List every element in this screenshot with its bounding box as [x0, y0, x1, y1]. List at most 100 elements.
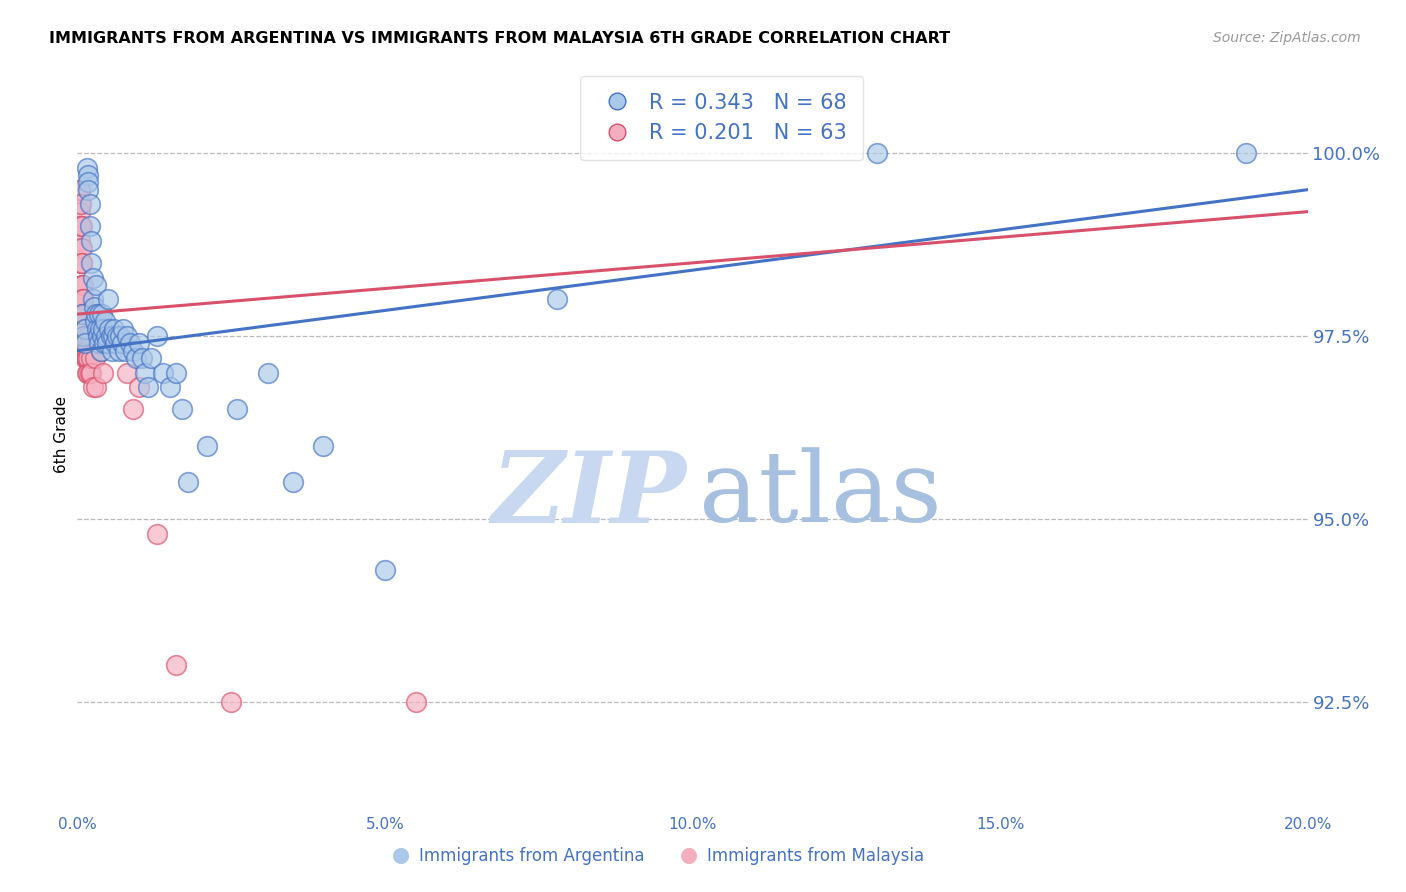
Point [84, 277, 107, 292]
Point [104, 336, 127, 351]
Point [79, 219, 101, 234]
Point [1234, 146, 1257, 161]
Point [866, 146, 889, 161]
Point [152, 366, 174, 380]
Point [98, 322, 121, 336]
Point [82, 270, 104, 285]
Point [96, 336, 118, 351]
Point [87, 336, 110, 351]
Point [83, 351, 105, 365]
Point [76, 168, 98, 182]
Point [70, 307, 93, 321]
Text: Immigrants from Malaysia: Immigrants from Malaysia [707, 847, 924, 865]
Point [70, 219, 93, 234]
Point [115, 329, 138, 343]
Point [128, 380, 150, 394]
Point [69, 256, 91, 270]
Point [110, 329, 132, 343]
Point [111, 336, 132, 351]
Point [100, 329, 122, 343]
Point [136, 380, 159, 394]
Point [281, 475, 304, 490]
Point [90, 343, 112, 358]
Point [84, 380, 107, 394]
Point [405, 695, 427, 709]
Point [91, 366, 114, 380]
Point [70, 293, 93, 307]
Point [75, 351, 97, 365]
Point [79, 329, 101, 343]
Text: Source: ZipAtlas.com: Source: ZipAtlas.com [1213, 31, 1361, 45]
Point [70, 277, 93, 292]
Y-axis label: 6th Grade: 6th Grade [53, 396, 69, 474]
Point [125, 351, 148, 365]
Point [72, 307, 94, 321]
Point [121, 402, 143, 417]
Point [76, 329, 98, 343]
Point [73, 322, 96, 336]
Point [75, 336, 97, 351]
Point [69, 234, 91, 248]
Point [86, 322, 108, 336]
Point [107, 343, 129, 358]
Point [72, 293, 94, 307]
Point [128, 336, 150, 351]
Point [89, 322, 111, 336]
Point [73, 307, 96, 321]
Point [80, 234, 103, 248]
Text: ●: ● [392, 846, 409, 865]
Point [70, 256, 93, 270]
Point [146, 329, 169, 343]
Point [93, 336, 115, 351]
Point [177, 475, 200, 490]
Text: Immigrants from Argentina: Immigrants from Argentina [419, 847, 644, 865]
Point [146, 526, 169, 541]
Point [72, 293, 94, 307]
Text: ZIP: ZIP [491, 447, 686, 543]
Point [73, 322, 96, 336]
Point [97, 293, 120, 307]
Point [94, 329, 117, 343]
Point [76, 351, 98, 365]
Point [159, 380, 181, 394]
Point [131, 351, 153, 365]
Point [77, 175, 100, 189]
Point [90, 343, 112, 358]
Point [80, 366, 103, 380]
Point [67, 329, 90, 343]
Point [67, 307, 90, 321]
Point [73, 322, 96, 336]
Point [87, 329, 110, 343]
Point [84, 307, 107, 321]
Text: IMMIGRANTS FROM ARGENTINA VS IMMIGRANTS FROM MALAYSIA 6TH GRADE CORRELATION CHAR: IMMIGRANTS FROM ARGENTINA VS IMMIGRANTS … [49, 31, 950, 46]
Point [72, 329, 94, 343]
Point [73, 336, 96, 351]
Point [226, 402, 249, 417]
Point [374, 563, 396, 577]
Point [72, 307, 94, 321]
Point [83, 300, 105, 314]
Point [103, 322, 125, 336]
Point [75, 343, 97, 358]
Point [70, 241, 93, 255]
Point [70, 307, 93, 321]
Point [79, 197, 101, 211]
Point [76, 161, 98, 175]
Point [257, 366, 280, 380]
Point [69, 204, 91, 219]
Point [121, 343, 143, 358]
Point [69, 183, 91, 197]
Point [101, 329, 124, 343]
Point [72, 336, 94, 351]
Point [141, 351, 163, 365]
Point [165, 658, 187, 673]
Point [69, 197, 91, 211]
Point [170, 402, 193, 417]
Point [70, 277, 93, 292]
Point [105, 329, 128, 343]
Point [86, 329, 108, 343]
Point [80, 256, 103, 270]
Point [75, 329, 97, 343]
Point [80, 351, 103, 365]
Point [97, 329, 120, 343]
